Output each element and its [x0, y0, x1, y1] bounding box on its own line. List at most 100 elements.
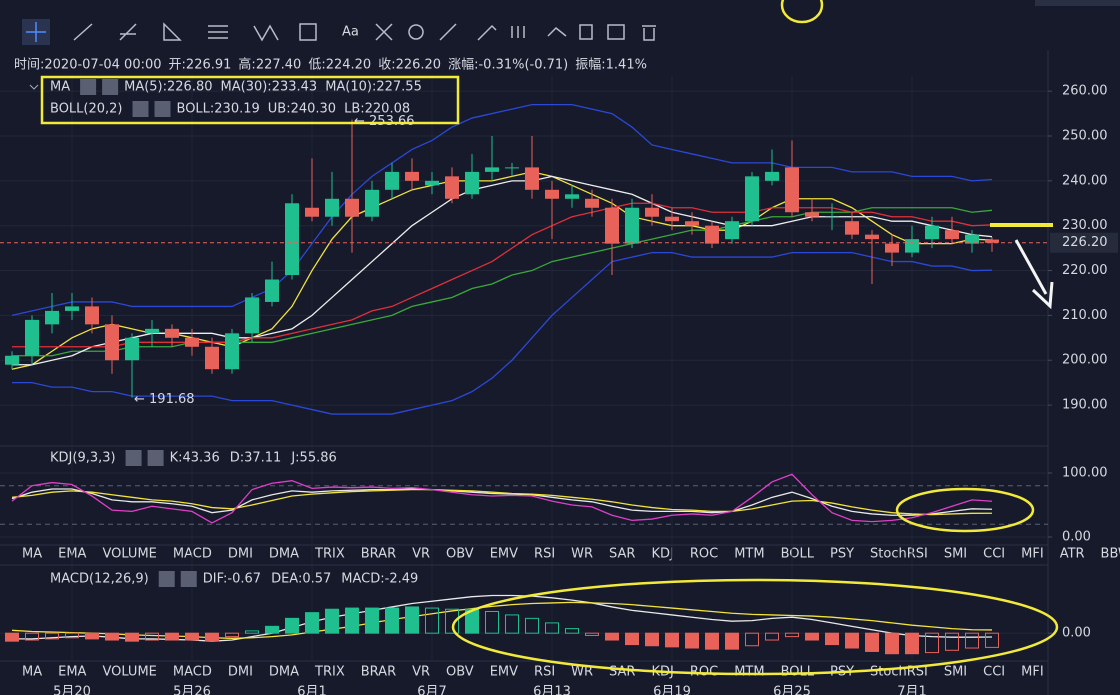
- close-icon[interactable]: [147, 450, 164, 466]
- tool-fib[interactable]: [208, 25, 228, 39]
- legend-entry: J:55.86: [290, 451, 336, 466]
- indicator-tab[interactable]: CCI: [983, 665, 1005, 680]
- indicator-tab[interactable]: VOLUME: [102, 547, 156, 562]
- info-label: 低:: [308, 58, 325, 73]
- indicator-tab[interactable]: DMA: [269, 547, 299, 562]
- candle-body: [965, 234, 979, 244]
- indicator-tab[interactable]: WR: [571, 665, 593, 680]
- indicator-tab[interactable]: RSI: [534, 547, 555, 562]
- candle-body: [205, 346, 219, 370]
- indicator-tab[interactable]: BOLL: [781, 547, 815, 562]
- indicator-tab[interactable]: KDJ: [651, 547, 673, 562]
- candle-body: [385, 171, 399, 190]
- indicator-tab[interactable]: MTM: [734, 665, 764, 680]
- tool-ruler[interactable]: [375, 23, 393, 41]
- tool-pen[interactable]: [477, 24, 497, 41]
- tool-copy[interactable]: [579, 24, 593, 40]
- indicator-tab[interactable]: MA: [22, 665, 42, 680]
- macd-bar: [665, 632, 679, 648]
- indicator-tab[interactable]: BRAR: [361, 665, 396, 680]
- indicator-tab[interactable]: MFI: [1021, 547, 1044, 562]
- close-icon[interactable]: [154, 101, 171, 117]
- settings-icon[interactable]: [125, 450, 142, 466]
- indicator-tab[interactable]: CCI: [983, 547, 1005, 562]
- indicator-tab[interactable]: ROC: [690, 547, 718, 562]
- indicator-tab[interactable]: VOLUME: [102, 665, 156, 680]
- indicator-tab[interactable]: MACD: [173, 665, 212, 680]
- indicator-tab[interactable]: RSI: [534, 665, 555, 680]
- indicator-tab[interactable]: OBV: [446, 665, 474, 680]
- legend-entry: D:37.11: [230, 451, 282, 466]
- indicator-tab[interactable]: ROC: [690, 665, 718, 680]
- indicator-tab[interactable]: StochRSI: [870, 547, 928, 562]
- indicator-tab[interactable]: OBV: [446, 547, 474, 562]
- tool-magnet[interactable]: [408, 24, 424, 40]
- indicator-tab[interactable]: BRAR: [361, 547, 396, 562]
- tool-measure[interactable]: [439, 23, 457, 41]
- candle-body: [845, 221, 859, 235]
- highlight-ellipse: [451, 578, 1059, 676]
- info-label: 收:: [378, 58, 395, 73]
- tool-box[interactable]: [299, 23, 317, 41]
- tool-text[interactable]: Aa: [342, 25, 359, 40]
- y-tick-label: 200.00: [1062, 353, 1108, 368]
- indicator-tab[interactable]: SAR: [609, 547, 635, 562]
- tool-triangle[interactable]: [163, 22, 182, 41]
- macd-bar: [65, 632, 79, 639]
- macd-bar: [485, 611, 499, 634]
- indicator-tab[interactable]: MA: [22, 547, 42, 562]
- tool-eye[interactable]: [547, 26, 567, 37]
- indicator-tab[interactable]: WR: [571, 547, 593, 562]
- candle-body: [125, 337, 139, 361]
- candle-body: [745, 176, 759, 222]
- settings-icon[interactable]: [80, 79, 97, 95]
- candle-body: [585, 198, 599, 208]
- indicator-tab[interactable]: SMI: [944, 665, 967, 680]
- indicator-tab[interactable]: MFI: [1021, 665, 1044, 680]
- indicator-tab[interactable]: BOLL: [781, 665, 815, 680]
- toolbar: [22, 19, 656, 45]
- info-value: 227.40: [256, 58, 302, 73]
- indicator-tab[interactable]: EMA: [58, 665, 86, 680]
- indicator-group: MA: [50, 80, 70, 95]
- close-icon[interactable]: [102, 79, 119, 95]
- y-tick-label: 230.00: [1062, 218, 1108, 233]
- indicator-tab[interactable]: EMV: [490, 547, 518, 562]
- indicator-tab[interactable]: SMI: [944, 547, 967, 562]
- indicator-tab[interactable]: DMA: [269, 665, 299, 680]
- indicator-tab[interactable]: BBW: [1101, 547, 1120, 562]
- indicator-tab[interactable]: MTM: [734, 547, 764, 562]
- indicator-tab[interactable]: ATR: [1060, 547, 1085, 562]
- indicator-tab[interactable]: DMI: [228, 665, 253, 680]
- tool-lines[interactable]: [73, 23, 137, 41]
- indicator-tab[interactable]: PSY: [830, 547, 854, 562]
- close-icon[interactable]: [180, 571, 197, 587]
- indicator-tab[interactable]: VR: [412, 665, 430, 680]
- candle-body: [245, 297, 259, 334]
- indicator-tab[interactable]: VR: [412, 547, 430, 562]
- macd-bar: [225, 632, 239, 638]
- candle-body: [505, 167, 519, 169]
- macd-bar: [425, 607, 439, 634]
- series-line: [11, 488, 993, 516]
- tool-settings[interactable]: [607, 24, 625, 40]
- x-tick-label: 5月26: [173, 685, 211, 695]
- settings-icon[interactable]: [158, 571, 175, 587]
- price-tag: [1050, 232, 1118, 253]
- indicator-tab[interactable]: TRIX: [314, 547, 345, 562]
- info-value: 226.20: [396, 58, 442, 73]
- tool-cross[interactable]: [26, 22, 46, 42]
- tool-bars[interactable]: [511, 26, 525, 38]
- macd-bar: [45, 632, 59, 640]
- candle-body: [85, 306, 99, 325]
- series-line: [11, 473, 993, 524]
- settings-icon[interactable]: [132, 101, 149, 117]
- tool-wave[interactable]: [253, 24, 279, 42]
- macd-bar: [685, 632, 699, 649]
- legend-entry: K:43.36: [170, 451, 220, 466]
- indicator-tab[interactable]: DMI: [228, 547, 253, 562]
- indicator-tab[interactable]: SAR: [609, 665, 635, 680]
- tool-trash[interactable]: [642, 25, 656, 41]
- indicator-tab[interactable]: EMV: [490, 665, 518, 680]
- indicator-tab[interactable]: TRIX: [314, 665, 345, 680]
